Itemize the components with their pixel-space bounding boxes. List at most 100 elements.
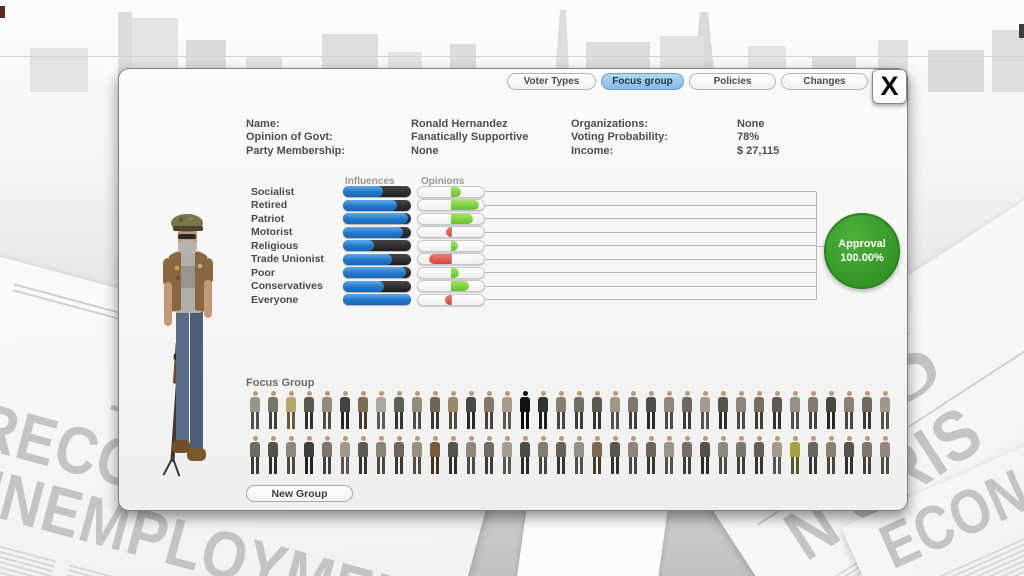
voter-group-row[interactable]: Trade Unionist [251, 253, 816, 267]
focus-group-person-icon[interactable] [876, 391, 894, 431]
focus-group-person-icon[interactable] [768, 436, 786, 476]
focus-group-person-icon[interactable] [300, 391, 318, 431]
focus-group-person-icon[interactable] [876, 436, 894, 476]
focus-group-person-icon[interactable] [372, 436, 390, 476]
focus-group-person-icon[interactable] [696, 436, 714, 476]
focus-group-person-icon[interactable] [534, 391, 552, 431]
tab-changes[interactable]: Changes [781, 73, 868, 90]
focus-group-person-icon[interactable] [282, 391, 300, 431]
focus-group-person-icon[interactable] [714, 436, 732, 476]
voter-group-row[interactable]: Patriot [251, 212, 816, 226]
focus-group-people-row [246, 436, 896, 478]
tab-focus-group[interactable]: Focus group [601, 73, 684, 90]
focus-group-person-icon[interactable] [570, 436, 588, 476]
focus-group-person-icon[interactable] [606, 391, 624, 431]
tab-policies[interactable]: Policies [689, 73, 776, 90]
voter-group-row[interactable]: Everyone [251, 293, 816, 307]
focus-group-person-icon[interactable] [858, 391, 876, 431]
focus-group-person-icon[interactable] [444, 391, 462, 431]
focus-group-person-icon[interactable] [246, 391, 264, 431]
focus-group-person-icon[interactable] [480, 436, 498, 476]
focus-group-person-icon[interactable] [408, 391, 426, 431]
voter-group-name: Patriot [251, 212, 285, 225]
voter-group-name: Retired [251, 199, 288, 212]
close-button[interactable]: X [872, 69, 907, 104]
focus-group-person-icon[interactable] [570, 391, 588, 431]
voter-group-name: Motorist [251, 226, 293, 239]
voter-group-row[interactable]: Socialist [251, 185, 816, 199]
voter-group-row[interactable]: Religious [251, 239, 816, 253]
focus-group-person-icon[interactable] [318, 391, 336, 431]
focus-group-person-icon[interactable] [264, 436, 282, 476]
focus-group-person-icon[interactable] [750, 436, 768, 476]
focus-group-person-icon[interactable] [786, 436, 804, 476]
focus-group-person-icon[interactable] [840, 391, 858, 431]
focus-group-person-icon[interactable] [282, 436, 300, 476]
focus-group-person-icon[interactable] [750, 391, 768, 431]
tab-voter-types[interactable]: Voter Types [507, 73, 596, 90]
focus-group-person-icon[interactable] [318, 436, 336, 476]
opinions-header: Opinions [421, 176, 465, 187]
focus-group-person-icon[interactable] [606, 436, 624, 476]
focus-group-person-icon[interactable] [624, 436, 642, 476]
focus-group-person-icon[interactable] [804, 436, 822, 476]
focus-group-person-icon[interactable] [390, 436, 408, 476]
focus-group-person-icon[interactable] [642, 391, 660, 431]
focus-group-person-icon[interactable] [858, 436, 876, 476]
voter-group-row[interactable]: Conservatives [251, 280, 816, 294]
focus-group-person-icon[interactable] [768, 391, 786, 431]
focus-group-person-icon[interactable] [264, 391, 282, 431]
new-group-button[interactable]: New Group [246, 485, 353, 502]
focus-group-person-icon[interactable] [336, 436, 354, 476]
focus-group-person-icon[interactable] [246, 436, 264, 476]
focus-group-person-icon[interactable] [660, 391, 678, 431]
influence-bar [343, 267, 411, 279]
focus-group-person-icon[interactable] [498, 436, 516, 476]
focus-group-person-icon[interactable] [552, 436, 570, 476]
focus-group-person-icon[interactable] [336, 391, 354, 431]
voter-group-row[interactable]: Poor [251, 266, 816, 280]
focus-group-person-icon[interactable] [624, 391, 642, 431]
focus-group-person-icon[interactable] [498, 391, 516, 431]
focus-group-person-icon[interactable] [804, 391, 822, 431]
influence-bar [343, 186, 411, 198]
focus-group-person-icon[interactable] [840, 436, 858, 476]
focus-group-person-icon[interactable] [552, 391, 570, 431]
focus-group-person-icon[interactable] [534, 436, 552, 476]
focus-group-person-icon[interactable] [678, 436, 696, 476]
focus-group-person-icon[interactable] [300, 436, 318, 476]
voter-group-row[interactable]: Motorist [251, 226, 816, 240]
focus-group-person-icon[interactable] [516, 436, 534, 476]
focus-group-person-icon[interactable] [444, 436, 462, 476]
opinion-of-govt-value: Fanatically Supportive [411, 131, 529, 143]
focus-group-person-icon[interactable] [426, 391, 444, 431]
focus-group-person-icon[interactable] [714, 391, 732, 431]
focus-group-person-icon[interactable] [642, 436, 660, 476]
influence-bar [343, 280, 411, 292]
focus-group-person-icon[interactable] [426, 436, 444, 476]
focus-group-person-icon[interactable] [516, 391, 534, 431]
focus-group-person-icon[interactable] [588, 436, 606, 476]
focus-group-person-icon[interactable] [588, 391, 606, 431]
focus-group-person-icon[interactable] [354, 391, 372, 431]
voter-group-row[interactable]: Retired [251, 199, 816, 213]
focus-group-person-icon[interactable] [732, 436, 750, 476]
focus-group-person-icon[interactable] [786, 391, 804, 431]
focus-group-person-icon[interactable] [696, 391, 714, 431]
focus-group-person-icon[interactable] [462, 391, 480, 431]
opinion-bar [417, 253, 485, 266]
row-connector-line [485, 299, 816, 301]
opinion-bar [417, 266, 485, 279]
focus-group-person-icon[interactable] [822, 436, 840, 476]
focus-group-person-icon[interactable] [660, 436, 678, 476]
focus-group-person-icon[interactable] [354, 436, 372, 476]
focus-group-person-icon[interactable] [390, 391, 408, 431]
focus-group-person-icon[interactable] [480, 391, 498, 431]
focus-group-person-icon[interactable] [678, 391, 696, 431]
focus-group-person-icon[interactable] [822, 391, 840, 431]
focus-group-person-icon[interactable] [408, 436, 426, 476]
focus-group-person-icon[interactable] [462, 436, 480, 476]
focus-group-person-icon[interactable] [372, 391, 390, 431]
focus-group-person-icon[interactable] [732, 391, 750, 431]
edge-mark-left [0, 6, 5, 18]
